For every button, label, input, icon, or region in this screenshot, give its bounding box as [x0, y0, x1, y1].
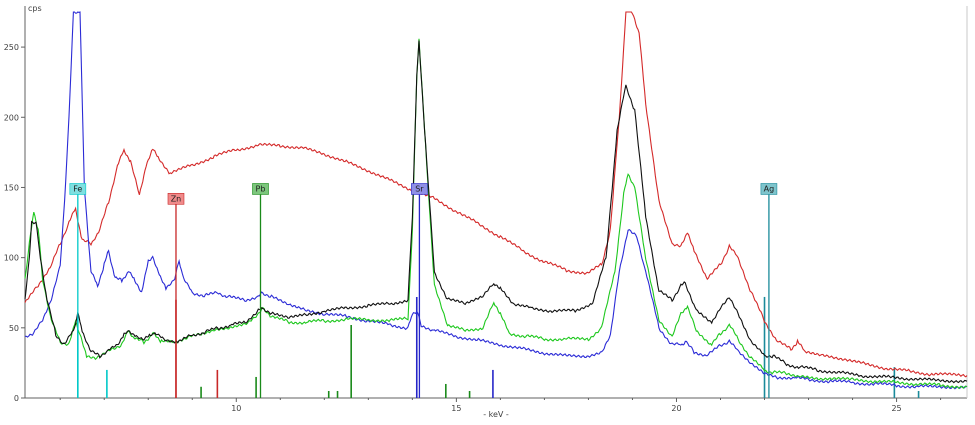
x-tick-label: 20: [671, 404, 681, 413]
element-marker-sr[interactable]: Sr: [411, 183, 428, 398]
series-group: [24, 11, 968, 390]
element-marker-label: Fe: [73, 184, 82, 193]
element-marker-label: Ag: [764, 184, 775, 193]
element-marker-label: Pb: [256, 184, 266, 193]
element-marker-fe[interactable]: Fe: [69, 183, 87, 398]
x-axis-unit-label: - keV -: [483, 410, 509, 419]
x-tick-label: 10: [231, 404, 241, 413]
y-axis-ticks: 0 50 100 150 200 250: [4, 43, 25, 403]
y-tick-label: 150: [4, 183, 19, 192]
spectrum-series-1: [24, 11, 968, 378]
chart-axes: [24, 6, 968, 399]
spectrum-series-2: [25, 11, 968, 390]
y-tick-label: 50: [9, 324, 19, 333]
element-marker-tag: [252, 183, 269, 195]
element-marker-zn[interactable]: Zn: [167, 192, 185, 398]
element-marker-label: Zn: [171, 194, 182, 203]
y-tick-label: 200: [4, 113, 19, 122]
y-tick-label: 0: [14, 394, 19, 403]
spectrum-series-4: [24, 40, 968, 384]
x-axis-ticks: 10 15 20 25: [59, 398, 942, 413]
element-marker-tag: [167, 192, 185, 205]
x-tick-label: 25: [891, 404, 901, 413]
y-tick-label: 100: [4, 254, 19, 263]
element-marker-tag: [411, 183, 428, 195]
x-tick-label: 15: [451, 404, 461, 413]
element-markers: Fe Zn Pb Sr Ag: [69, 183, 778, 398]
element-marker-tag: [760, 183, 778, 195]
element-marker-tag: [69, 183, 87, 195]
element-marker-label: Sr: [415, 184, 424, 193]
spectrum-series-3: [24, 38, 968, 389]
element-marker-pb[interactable]: Pb: [252, 183, 269, 398]
y-axis-unit-label: cps: [28, 4, 42, 13]
y-tick-label: 250: [4, 43, 19, 52]
element-marker-ag[interactable]: Ag: [760, 183, 778, 398]
